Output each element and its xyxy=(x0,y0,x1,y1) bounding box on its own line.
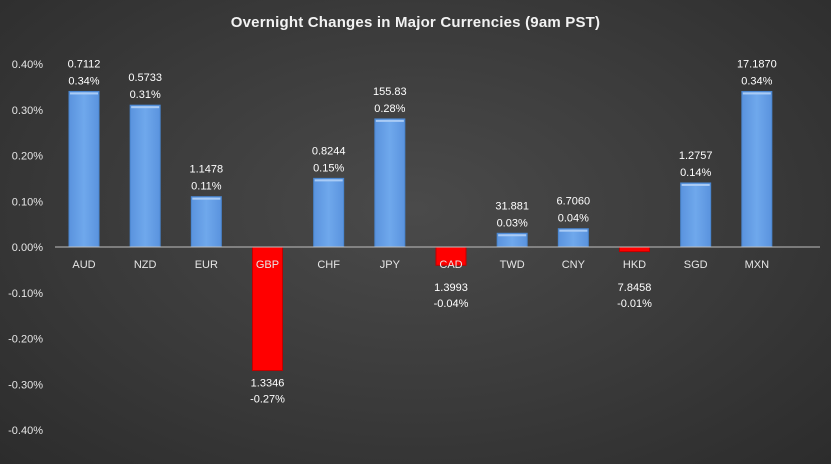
category-label: EUR xyxy=(195,259,218,271)
rate-label: 1.1478 xyxy=(190,164,224,176)
y-tick-label: -0.30% xyxy=(8,379,43,391)
category-label: HKD xyxy=(623,259,646,271)
bar-jpy xyxy=(374,118,406,248)
bar-highlight xyxy=(498,234,527,237)
percent-label: 0.28% xyxy=(374,103,405,115)
percent-label: 0.11% xyxy=(191,181,222,193)
chart-title: Overnight Changes in Major Currencies (9… xyxy=(230,14,601,31)
rate-label: 7.8458 xyxy=(618,282,652,294)
y-tick-label: -0.10% xyxy=(8,288,43,300)
percent-label: 0.14% xyxy=(680,167,711,179)
y-tick-label: 0.40% xyxy=(12,59,43,71)
bar-highlight xyxy=(375,119,404,122)
bar-gbp xyxy=(252,246,283,372)
category-label: CNY xyxy=(562,259,586,271)
y-tick-label: 0.10% xyxy=(12,196,43,208)
rate-label: 1.2757 xyxy=(679,150,713,162)
y-tick-label: 0.00% xyxy=(12,242,43,254)
category-label: AUD xyxy=(72,259,95,271)
bar-chf xyxy=(313,177,345,248)
y-tick-label: 0.30% xyxy=(12,105,43,117)
category-label: TWD xyxy=(500,259,525,271)
bar-highlight xyxy=(681,183,710,186)
percent-label: 0.31% xyxy=(130,89,161,101)
y-tick-label: -0.20% xyxy=(8,334,43,346)
bar-sgd xyxy=(680,182,712,248)
percent-label: 0.34% xyxy=(741,75,772,87)
y-tick-label: 0.20% xyxy=(12,151,43,163)
category-label: SGD xyxy=(684,259,708,271)
bar-nzd xyxy=(129,104,161,248)
bar-aud xyxy=(68,90,100,248)
rate-label: 0.7112 xyxy=(68,58,101,70)
category-label: MXN xyxy=(745,259,770,271)
percent-label: -0.04% xyxy=(434,298,469,310)
rate-label: 31.881 xyxy=(495,200,529,212)
category-label: CAD xyxy=(439,259,462,271)
y-tick-label: -0.40% xyxy=(8,425,43,437)
bar-hkd xyxy=(619,246,650,253)
category-label: NZD xyxy=(134,259,157,271)
rate-label: 17.1870 xyxy=(737,58,777,70)
category-label: JPY xyxy=(380,259,401,271)
bar-highlight xyxy=(742,92,771,95)
rate-label: 1.3993 xyxy=(434,282,468,294)
percent-label: 0.34% xyxy=(68,75,99,87)
percent-label: 0.03% xyxy=(497,217,528,229)
rate-label: 0.8244 xyxy=(312,145,346,157)
category-label: GBP xyxy=(256,259,279,271)
percent-label: -0.01% xyxy=(617,298,652,310)
percent-label: 0.15% xyxy=(313,162,344,174)
bar-highlight xyxy=(70,92,98,95)
bar-highlight xyxy=(131,106,160,109)
bar-highlight xyxy=(314,179,343,182)
rate-label: 1.3346 xyxy=(251,378,285,390)
rate-label: 155.83 xyxy=(373,86,407,98)
rate-label: 6.7060 xyxy=(557,196,591,208)
bar-mxn xyxy=(741,90,773,248)
bar-highlight xyxy=(559,229,588,232)
percent-label: -0.27% xyxy=(250,394,285,406)
category-label: CHF xyxy=(317,259,340,271)
bar-eur xyxy=(190,196,222,248)
bar-highlight xyxy=(192,197,221,200)
percent-label: 0.04% xyxy=(558,213,589,225)
rate-label: 0.5733 xyxy=(128,72,162,84)
